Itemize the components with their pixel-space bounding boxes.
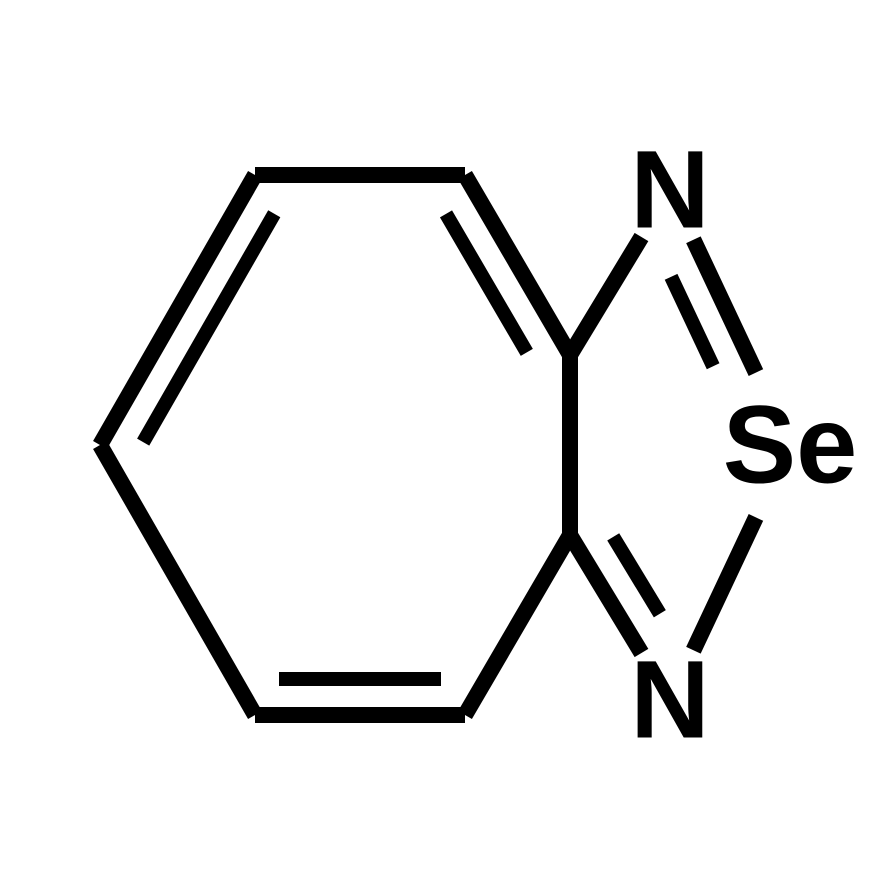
atom-label-n: N (630, 639, 709, 762)
atom-label-n: N (630, 129, 709, 252)
atom-label-se: Se (723, 384, 858, 507)
molecule-diagram: N N Se (0, 0, 890, 890)
